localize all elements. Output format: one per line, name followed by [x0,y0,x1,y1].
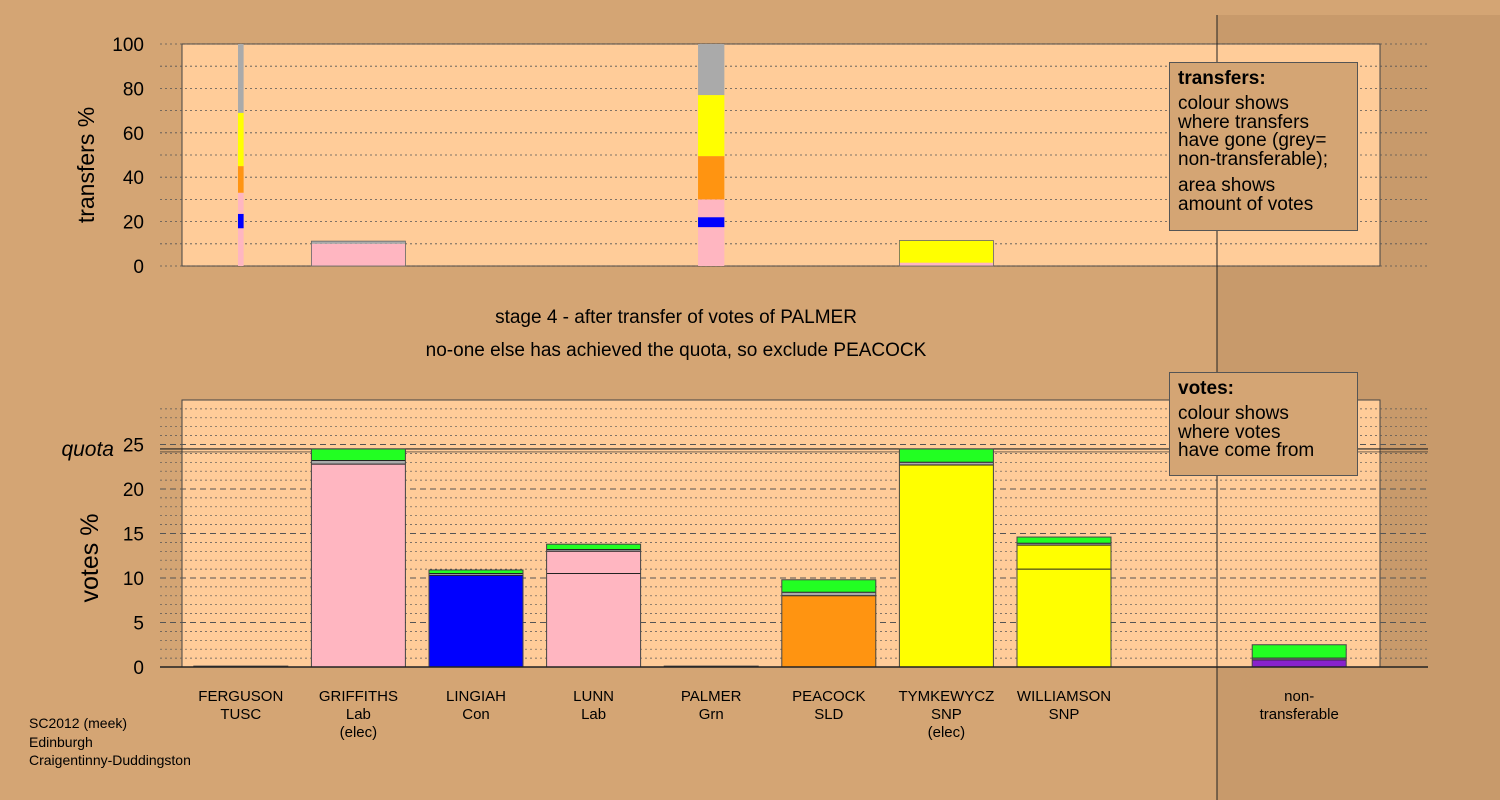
vote-bar-segment [1252,659,1347,667]
footer-line: Edinburgh [29,733,93,750]
candidate-name-label: TYMKEWYCZ [898,688,994,705]
stage-caption-line2: no-one else has achieved the quota, so e… [425,340,927,361]
candidate-party-label: Grn [699,706,724,723]
vote-bar-segment [1017,543,1111,546]
votes-tick-label: 25 [123,436,144,457]
transfer-bar-segment [698,156,725,200]
candidate-name-label: WILLIAMSON [1017,688,1111,705]
candidate-name-label: LINGIAH [446,688,506,705]
votes-tick-label: 15 [123,525,144,546]
transfer-bar-segment [698,217,725,228]
votes-axis-label: votes % [76,514,104,603]
vote-bar-segment [781,579,876,593]
transfers-legend-title: transfers: [1178,68,1266,89]
candidate-note-label: (elec) [928,724,966,741]
candidate-name-label: non- [1284,688,1314,705]
candidate-party-label: TUSC [220,706,261,723]
transfers-tick-label: 100 [112,35,144,56]
candidate-name-label: FERGUSON [198,688,283,705]
votes-legend-line: have come from [1178,440,1315,461]
vote-bar-segment [1252,658,1347,660]
vote-bar-segment [546,551,641,574]
candidate-name-label: PEACOCK [792,688,865,705]
votes-legend-line: where votes [1178,421,1281,443]
candidate-name-label: GRIFFITHS [319,688,398,705]
candidate-note-label: (elec) [340,724,378,741]
transfer-bar-segment [237,213,244,229]
candidate-party-label: SNP [1049,706,1080,723]
vote-bar-segment [1252,644,1347,659]
vote-bar-segment [781,595,876,667]
candidate-party-label: Lab [346,706,371,723]
vote-bar-segment [546,544,641,550]
votes-legend: votes: colour shows where votes have com… [1169,372,1358,476]
transfer-bar-segment [237,192,244,214]
votes-legend-title: votes: [1178,378,1234,399]
candidate-name-label: PALMER [681,688,742,705]
transfer-bar-segment [237,228,244,266]
vote-bar-segment [311,448,406,461]
transfer-bar-segment [311,241,406,244]
vote-bar-segment [311,460,406,465]
footer-line: SC2012 (meek) [29,715,128,731]
transfers-legend-line: non-transferable); [1178,148,1328,170]
candidate-party-label: SNP [931,706,962,723]
votes-legend-line: colour shows [1178,403,1289,424]
transfer-bar-segment [237,44,244,113]
transfer-bar-segment [899,262,994,266]
transfer-bar-segment [698,227,725,266]
vote-bar-segment [429,575,523,667]
vote-bar-segment [899,448,994,463]
transfers-legend-line: area shows [1178,175,1276,196]
transfers-legend-line: colour shows [1178,93,1289,114]
vote-bar-segment [546,549,641,552]
candidate-party-label: Con [462,706,490,723]
transfers-tick-label: 40 [123,168,144,189]
vote-bar-segment [1017,545,1111,570]
transfer-bar-segment [311,243,406,266]
transfers-legend: transfers: colour shows where transfers … [1169,62,1358,231]
source-footer: SC2012 (meek) Edinburgh Craigentinny-Dud… [29,714,191,770]
candidate-party-label: Lab [581,706,606,723]
transfers-tick-label: 20 [123,213,144,234]
votes-tick-label: 0 [133,658,144,679]
stage-caption-line1: stage 4 - after transfer of votes of PAL… [495,307,857,328]
transfer-bar-segment [698,95,725,157]
vote-bar-segment [311,464,406,667]
votes-tick-label: 20 [123,480,144,501]
transfer-bar-segment [237,166,244,193]
transfer-bar-segment [698,44,725,96]
transfers-tick-label: 0 [133,257,144,278]
vote-bar-segment [429,573,523,576]
vote-bar-segment [899,464,994,667]
candidate-party-label: SLD [814,706,843,723]
transfer-bar-segment [899,240,994,263]
transfer-bar-segment [237,112,244,167]
vote-bar-segment [781,592,876,596]
transfers-tick-label: 80 [123,79,144,100]
transfers-legend-line: where transfers [1178,111,1309,133]
candidate-name-label: LUNN [573,688,614,705]
transfers-axis-label: transfers % [73,107,99,223]
votes-tick-label: 5 [133,614,144,635]
transfers-tick-label: 60 [123,124,144,145]
candidate-party-label: transferable [1260,706,1339,723]
vote-bar-segment [1017,569,1111,667]
vote-bar-segment [899,462,994,465]
vote-bar-segment [546,573,641,667]
vote-bar-segment [429,569,523,574]
transfer-bar-outline [310,240,406,267]
stage-caption: stage 4 - after transfer of votes of PAL… [276,307,1076,362]
votes-tick-label: 10 [123,569,144,590]
transfers-legend-line: have gone (grey= [1178,130,1327,151]
footer-line: Craigentinny-Duddingston [29,752,191,768]
transfers-legend-line: amount of votes [1178,193,1314,215]
quota-label: quota [61,438,114,461]
vote-bar-segment [1017,537,1111,544]
transfer-bar-outline [899,240,994,267]
transfer-bar-segment [698,199,725,218]
